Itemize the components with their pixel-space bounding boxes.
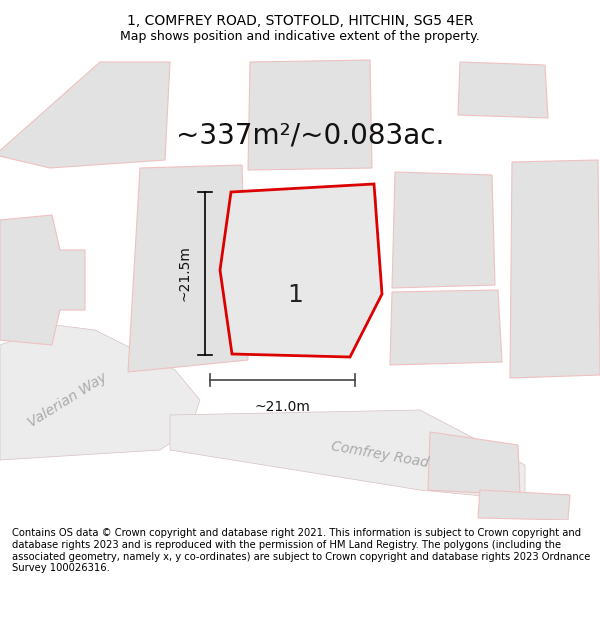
Polygon shape	[458, 62, 548, 118]
Text: Comfrey Road: Comfrey Road	[330, 439, 430, 471]
Text: Map shows position and indicative extent of the property.: Map shows position and indicative extent…	[120, 30, 480, 43]
Polygon shape	[478, 490, 570, 520]
Polygon shape	[296, 196, 380, 302]
Polygon shape	[170, 410, 525, 500]
Polygon shape	[390, 290, 502, 365]
Polygon shape	[0, 215, 85, 345]
Text: 1, COMFREY ROAD, STOTFOLD, HITCHIN, SG5 4ER: 1, COMFREY ROAD, STOTFOLD, HITCHIN, SG5 …	[127, 14, 473, 28]
Text: 1: 1	[287, 283, 303, 307]
Polygon shape	[248, 60, 372, 170]
Polygon shape	[428, 432, 520, 495]
Text: ~21.5m: ~21.5m	[177, 246, 191, 301]
Polygon shape	[392, 172, 495, 288]
Text: ~21.0m: ~21.0m	[254, 400, 310, 414]
Polygon shape	[128, 165, 248, 372]
Text: Valerian Way: Valerian Way	[26, 370, 110, 430]
Polygon shape	[510, 160, 600, 378]
Polygon shape	[220, 184, 382, 357]
Text: Contains OS data © Crown copyright and database right 2021. This information is : Contains OS data © Crown copyright and d…	[12, 528, 590, 573]
Polygon shape	[0, 325, 200, 460]
Text: ~337m²/~0.083ac.: ~337m²/~0.083ac.	[176, 121, 444, 149]
Polygon shape	[0, 62, 170, 168]
